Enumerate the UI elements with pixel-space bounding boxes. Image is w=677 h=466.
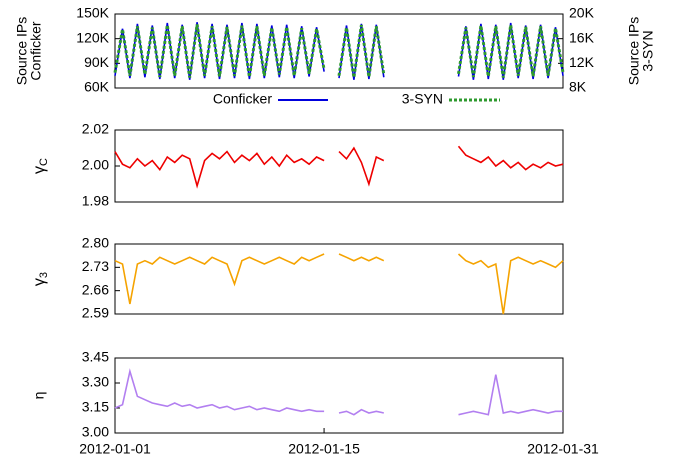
y-tick-label: 3.00 — [82, 424, 109, 440]
y-axis-label-symbol: γ — [31, 278, 48, 286]
y2-tick-label: 20K — [569, 5, 595, 21]
y-axis-label: Source IPs — [14, 17, 30, 85]
y-tick-label: 3.30 — [82, 374, 109, 390]
y-tick-label: 2.80 — [82, 235, 109, 251]
y-tick-label: 120K — [76, 29, 109, 45]
series-line — [114, 368, 563, 416]
y-axis-label: Conficker — [28, 21, 44, 80]
series-line — [114, 253, 564, 315]
plot-frame — [114, 357, 564, 434]
series-line — [113, 24, 565, 78]
y-axis-label: γ3 — [31, 272, 50, 286]
y-tick-label: 2.00 — [82, 157, 109, 173]
y2-tick-label: 16K — [569, 29, 595, 45]
x-tick-label: 2012-01-15 — [288, 441, 360, 457]
y-axis-label: γC — [31, 158, 50, 174]
x-tick-label: 2012-01-31 — [527, 441, 599, 457]
y-tick-label: 150K — [76, 5, 109, 21]
y-tick-label: 3.15 — [82, 399, 109, 415]
y-tick-label: 1.98 — [82, 193, 109, 209]
y-tick-label: 2.59 — [82, 305, 109, 321]
x-tick-label: 2012-01-01 — [79, 441, 151, 457]
y-axis-label-subscript: 3 — [38, 272, 50, 278]
plot-frame — [114, 13, 564, 89]
y-tick-label: 3.45 — [82, 349, 109, 365]
y-tick-label: 60K — [84, 79, 110, 95]
y-axis-label-symbol: γ — [31, 166, 48, 174]
y-axis-label: η — [31, 392, 47, 400]
y-tick-label: 2.73 — [82, 258, 109, 274]
y2-axis-label: 3-SYN — [640, 30, 656, 71]
plot-frame — [114, 243, 564, 315]
legend-label: 3-SYN — [402, 91, 443, 107]
y2-axis-label: Source IPs — [626, 17, 642, 85]
y-axis-label-subscript: C — [38, 158, 50, 166]
legend-label: Conficker — [213, 91, 272, 107]
series-line — [114, 145, 564, 189]
y-tick-label: 2.02 — [82, 121, 109, 137]
y2-tick-label: 12K — [569, 54, 595, 70]
y2-tick-label: 8K — [569, 79, 587, 95]
y-tick-label: 2.66 — [82, 281, 109, 297]
y-tick-label: 90K — [84, 54, 110, 70]
